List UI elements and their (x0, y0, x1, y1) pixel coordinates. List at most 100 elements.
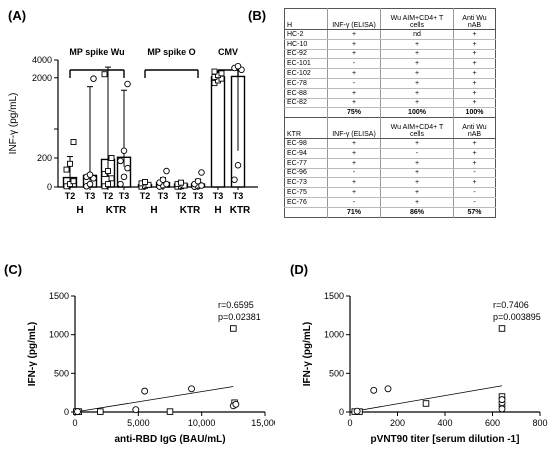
chart-d-scatter: 0 200 400 600 800 0 500 1000 1500 IFN-γ (pg/mL) pV… (302, 291, 548, 445)
x-tick-label: T2 (103, 191, 114, 201)
data-point-square (63, 166, 70, 173)
stat-annotation: r=0.6595 (218, 300, 254, 310)
data-point-square (70, 139, 77, 146)
table-cell: + (380, 98, 454, 109)
panel-letter-b: (B) (248, 8, 267, 23)
table-cell: EC-98 (284, 138, 328, 149)
bar (210, 76, 226, 188)
table-cell: EC-96 (284, 168, 328, 179)
table-cell: + (380, 78, 454, 89)
table-cell: EC-88 (284, 88, 328, 99)
table-cell: + (453, 98, 496, 109)
data-point-square (230, 325, 237, 332)
table-cell: nd (380, 29, 454, 40)
table-cell: + (380, 68, 454, 79)
y-tick-label: 500 (329, 368, 344, 378)
table-header-cell: INF-γ (ELISA) (327, 117, 381, 140)
table-row: EC-82 + + + (284, 98, 496, 109)
table-cell: - (327, 58, 381, 70)
table-cell: EC-101 (284, 58, 328, 70)
table-cell: EC-75 (284, 187, 328, 198)
table-b: H INF-γ (ELISA) Wu AIM+CD4+ T cells Anti Wu… (284, 8, 496, 218)
panel-letter-d: (D) (290, 262, 309, 277)
data-point-circle (124, 164, 131, 172)
y-tick-label: 500 (54, 368, 69, 378)
table-row: EC-102 + + + (284, 68, 496, 79)
data-point-circle (353, 407, 361, 415)
data-point-circle (86, 180, 94, 188)
cohort-label: KTR (180, 205, 201, 216)
regression-line (349, 385, 503, 413)
data-point-square (101, 71, 108, 78)
table-row: EC-92 + + + (284, 49, 496, 60)
data-point-square (108, 155, 115, 161)
table-row: HC-2 + nd + (284, 29, 496, 40)
group-label: CMV (218, 47, 238, 57)
table-cell: - (380, 148, 454, 159)
table-cell: EC-73 (284, 177, 328, 189)
table-cell: + (380, 177, 454, 189)
table-header-row: KTR INF-γ (ELISA) Wu AIM+CD4+ T cells Anti … (284, 117, 496, 140)
table-row: EC-96- + - (284, 168, 496, 179)
data-point-circle (132, 406, 140, 414)
x-axis-label: anti-RBD IgG (BAU/mL) (114, 434, 225, 445)
table-cell: + (380, 88, 454, 99)
table-cell: EC-82 (284, 98, 328, 109)
table-cell: EC-102 (284, 68, 328, 79)
data-point-square (211, 68, 218, 75)
table-row: EC-101- + + (284, 58, 496, 70)
cohort-label: H (214, 205, 221, 216)
y-axis-label: IFN-γ (pg/mL) (27, 322, 38, 386)
x-tick-label: T2 (176, 191, 187, 201)
cohort-label: KTR (230, 205, 251, 216)
y-tick-label: 200 (37, 153, 52, 163)
y-tick-label: 1000 (49, 330, 69, 340)
data-point-circle (124, 80, 131, 88)
table-cell: + (327, 88, 381, 99)
stat-annotation: p=0.003895 (493, 312, 541, 322)
y-tick-label: 1000 (324, 330, 344, 340)
x-tick-label: 0 (347, 418, 352, 428)
chart-c-scatter: 0 5,000 10,000 15,000 0 500 1000 1500 IFN-γ (pg/… (27, 291, 275, 445)
table-row: HC-10 + + + (284, 39, 496, 50)
table-cell: - (327, 168, 381, 179)
table-cell: - (453, 187, 496, 198)
cohort-label: KTR (106, 205, 127, 216)
x-tick-label: T3 (233, 191, 244, 201)
data-point-square (498, 325, 506, 332)
x-tick-label: T3 (158, 191, 169, 201)
x-tick-label: 200 (390, 418, 405, 428)
data-point-circle (198, 182, 205, 189)
table-total-row: 71% 86% 57% (284, 206, 496, 218)
data-point-circle (234, 161, 242, 169)
data-point-circle (120, 173, 128, 181)
x-tick-label: T3 (213, 191, 224, 201)
table-cell: + (380, 197, 454, 208)
table-cell: + (453, 177, 496, 189)
table-cell: + (380, 187, 454, 198)
y-tick-label: 0 (64, 407, 69, 417)
cohort-label: H (76, 205, 83, 216)
table-cell: + (327, 187, 381, 198)
table-cell: HC-2 (284, 29, 328, 40)
data-point-square (178, 179, 184, 186)
table-cell: + (327, 148, 381, 159)
table-cell: + (327, 158, 381, 169)
table-header-cell: INF-γ (ELISA) (327, 8, 381, 30)
data-point-square (105, 168, 111, 175)
data-point-circle (498, 405, 506, 413)
table-header-cell: Wu AIM+CD4+ T cells (380, 8, 454, 30)
data-point-circle (234, 62, 242, 70)
table-cell: + (380, 58, 454, 70)
table-cell: + (327, 49, 381, 60)
x-axis-label: pVNT90 titer [serum dilution -1] (371, 434, 520, 445)
data-point-circle (198, 169, 205, 176)
table-cell: + (380, 49, 454, 60)
group-label: MP spike O (147, 47, 195, 57)
data-point-circle (370, 386, 378, 394)
y-axis-label: IFN-γ (pg/mL) (302, 322, 313, 386)
table-cell: + (453, 88, 496, 99)
table-row: EC-73 + + + (284, 177, 496, 189)
table-cell: - (453, 197, 496, 208)
table-total-cell: 100% (380, 107, 454, 118)
